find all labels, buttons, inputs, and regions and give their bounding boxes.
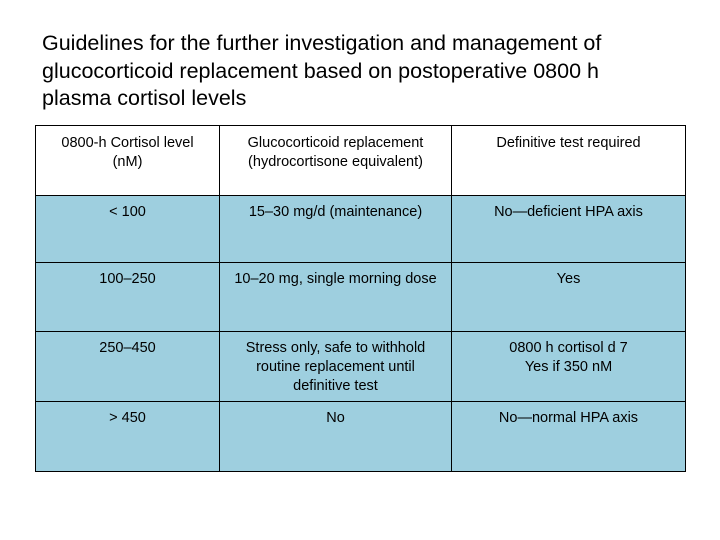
table-row: > 450 No No—normal HPA axis [35,401,686,472]
cell-cortisol-level: 250–450 [35,331,220,402]
table-header-row: 0800-h Cortisol level (nM) Glucocorticoi… [35,125,686,196]
cell-definitive-test: No—deficient HPA axis [451,195,686,263]
cell-line: routine replacement until [256,359,415,375]
cell-cortisol-level: < 100 [35,195,220,263]
cell-line: Yes [556,271,581,287]
cell-replacement: 15–30 mg/d (maintenance) [219,195,452,263]
cell-definitive-test: Yes [451,262,686,332]
cell-replacement: No [219,401,452,472]
header-line: Definitive test required [496,135,641,151]
cell-line: definitive test [293,378,378,394]
cell-definitive-test: No—normal HPA axis [451,401,686,472]
cell-line: 0800 h cortisol d 7 [509,340,628,356]
cell-line: No—normal HPA axis [498,410,639,426]
header-definitive-test: Definitive test required [451,125,686,196]
cell-line: Yes if 350 nM [524,359,613,375]
cell-line: 250–450 [99,340,156,356]
cell-line: Stress only, safe to withhold [245,340,426,356]
header-line: Glucocorticoid replacement [247,135,424,151]
header-cortisol-level: 0800-h Cortisol level (nM) [35,125,220,196]
title-line: Guidelines for the further investigation… [42,31,602,55]
header-glucocorticoid-replacement: Glucocorticoid replacement (hydrocortiso… [219,125,452,196]
cell-line: 100–250 [99,271,156,287]
cell-definitive-test: 0800 h cortisol d 7 Yes if 350 nM [451,331,686,402]
cortisol-guidelines-table: 0800-h Cortisol level (nM) Glucocorticoi… [35,125,686,472]
table-row: < 100 15–30 mg/d (maintenance) No—defici… [35,195,686,263]
cell-line: < 100 [109,204,146,220]
header-line: 0800-h Cortisol level [61,135,194,151]
cell-line: 10–20 mg, single morning dose [234,271,437,287]
cell-replacement: Stress only, safe to withhold routine re… [219,331,452,402]
cell-line: 15–30 mg/d (maintenance) [248,204,423,220]
title-line: plasma cortisol levels [42,86,247,110]
header-line: (hydrocortisone equivalent) [248,154,423,170]
title-line: glucocorticoid replacement based on post… [42,58,599,83]
header-line: (nM) [112,154,143,170]
table-row: 250–450 Stress only, safe to withhold ro… [35,331,686,402]
cell-line: No—deficient HPA axis [494,204,643,220]
slide-title: Guidelines for the further investigation… [42,30,692,113]
cell-cortisol-level: > 450 [35,401,220,472]
cell-line: > 450 [109,410,146,426]
cell-line: No [326,410,345,426]
cell-replacement: 10–20 mg, single morning dose [219,262,452,332]
cell-cortisol-level: 100–250 [35,262,220,332]
table-row: 100–250 10–20 mg, single morning dose Ye… [35,262,686,332]
